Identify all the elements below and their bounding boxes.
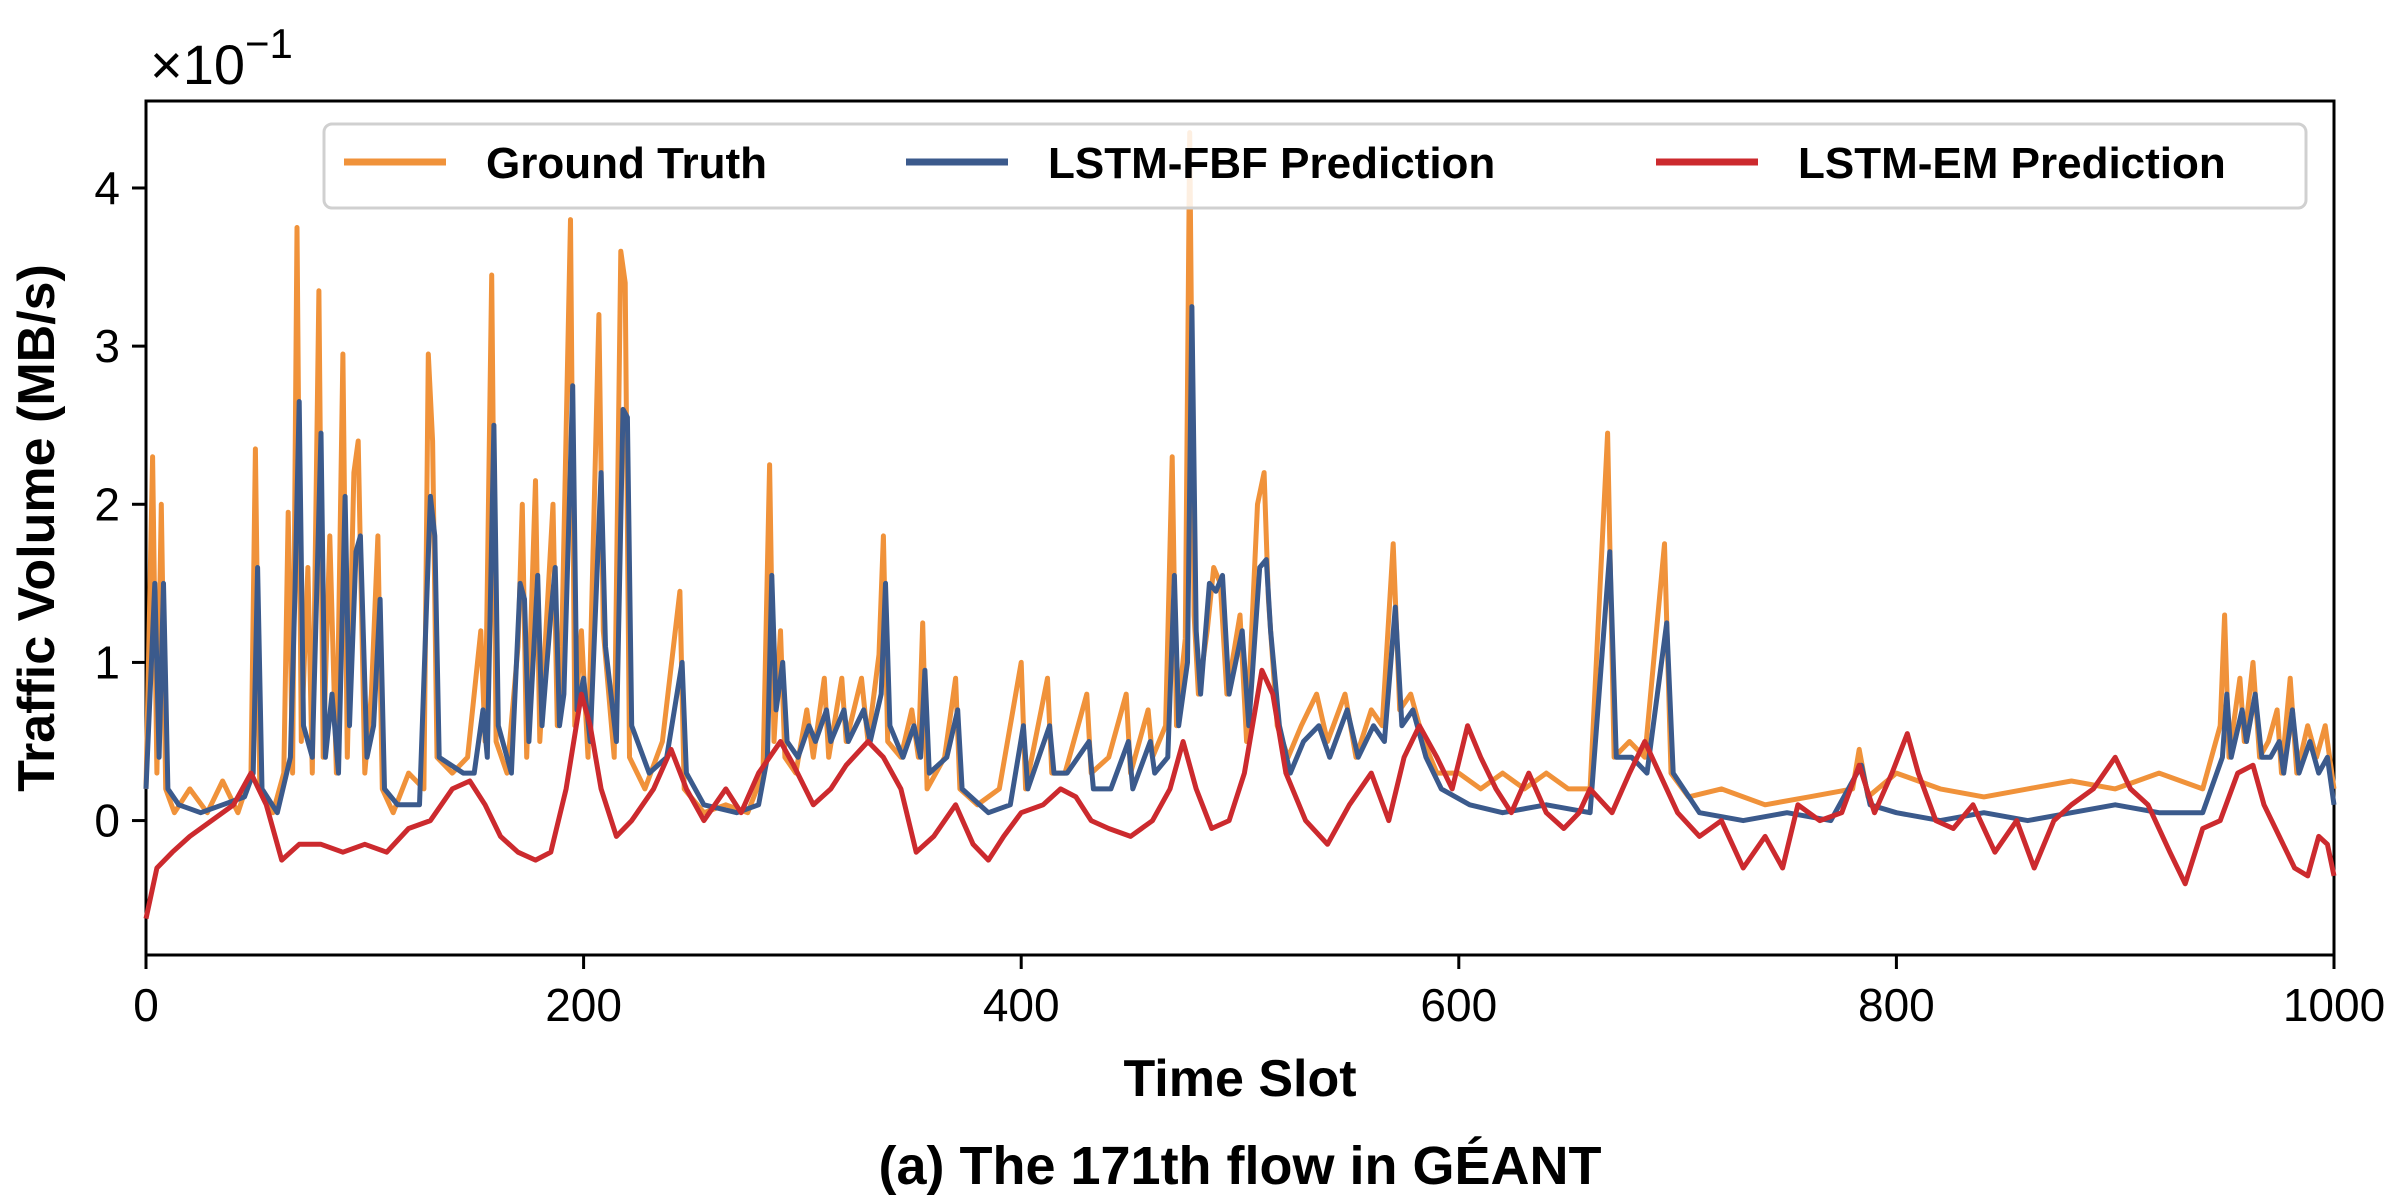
y-tick-label: 4 — [94, 162, 120, 214]
legend-label-lstm-fbf: LSTM-FBF Prediction — [1048, 139, 1495, 188]
series-ground-truth — [143, 130, 2337, 816]
legend-label-ground-truth: Ground Truth — [486, 139, 767, 188]
x-tick-label: 200 — [545, 979, 622, 1031]
y-tick-label: 0 — [94, 795, 120, 847]
series-layer — [143, 130, 2337, 920]
x-tick-label: 1000 — [2283, 979, 2385, 1031]
y-multiplier-exponent: −1 — [245, 20, 293, 67]
y-tick-label: 1 — [94, 636, 120, 688]
plot-area — [144, 99, 2336, 957]
x-tick-label: 400 — [983, 979, 1060, 1031]
series-lstm-em — [143, 667, 2337, 920]
x-axis-title: Time Slot — [1123, 1050, 1356, 1108]
figure-caption: (a) The 171th flow in GÉANT — [878, 1136, 1601, 1196]
x-tick-label: 0 — [133, 979, 159, 1031]
y-axis-title: Traffic Volume (MB/s) — [8, 264, 66, 792]
legend-box — [322, 122, 2308, 210]
series-lstm-fbf — [143, 304, 2337, 824]
x-axis: 0 200 400 600 800 1000 — [133, 955, 2385, 1031]
y-multiplier-base: ×10 — [150, 33, 245, 96]
y-multiplier: ×10−1 — [150, 20, 293, 96]
x-tick-label: 600 — [1420, 979, 1497, 1031]
legend: Ground Truth LSTM-FBF Prediction LSTM-EM… — [322, 122, 2308, 210]
y-tick-label: 2 — [94, 478, 120, 530]
y-axis: 0 1 2 3 4 — [94, 162, 146, 847]
x-tick-label: 800 — [1858, 979, 1935, 1031]
legend-label-lstm-em: LSTM-EM Prediction — [1798, 139, 2226, 188]
y-tick-label: 3 — [94, 320, 120, 372]
